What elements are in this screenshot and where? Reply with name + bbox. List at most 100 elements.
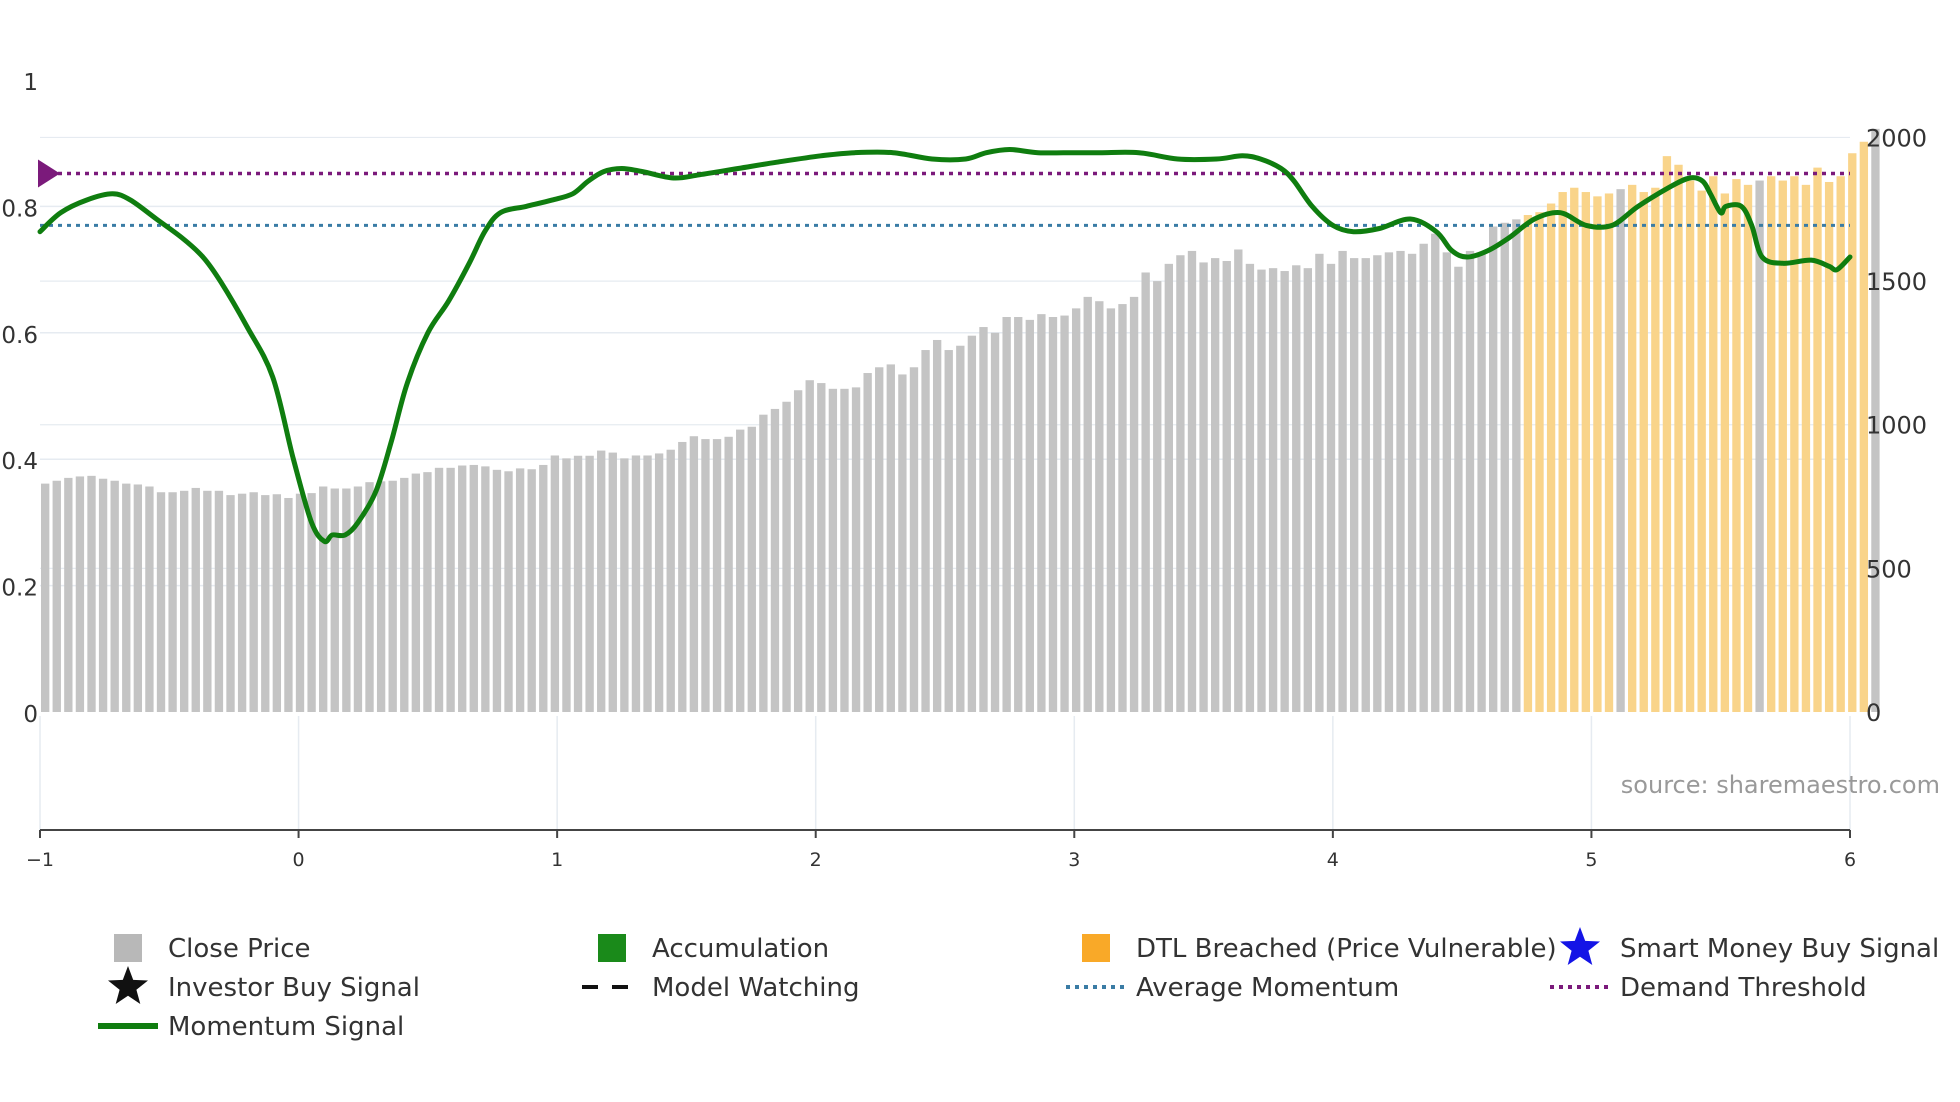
legend-label: Average Momentum [1136, 973, 1399, 1003]
close-price-bar [515, 468, 525, 712]
close-price-bar [52, 480, 61, 712]
x-tick-label: 2 [810, 849, 822, 871]
legend-star-icon [1560, 927, 1600, 965]
close-price-bar [1268, 268, 1278, 712]
close-price-bar [168, 492, 177, 712]
dtl-breached-bar [1651, 187, 1660, 713]
close-price-bar [1326, 263, 1336, 712]
close-price-bar [1060, 315, 1069, 712]
close-price-bar [932, 339, 942, 712]
right-tick-label: 500 [1866, 555, 1912, 583]
close-price-bar [1489, 226, 1498, 712]
dtl-breached-bar [1628, 184, 1637, 713]
close-price-bar [1014, 317, 1023, 712]
legend-label: Momentum Signal [168, 1012, 404, 1042]
close-price-bar [1234, 249, 1243, 713]
close-price-bar [481, 466, 490, 712]
dtl-breached-bar [1790, 176, 1799, 713]
legend-item: Close Price [114, 934, 311, 964]
x-tick-label: 4 [1327, 849, 1339, 871]
close-price-bar [921, 350, 930, 712]
close-price-bar [1025, 319, 1034, 712]
legend-item: Demand Threshold [1550, 973, 1867, 1003]
close-price-bar [886, 364, 895, 712]
legend-label: Close Price [168, 934, 311, 964]
close-price-bar [180, 490, 189, 712]
close-price-bar [122, 483, 131, 712]
legend-item: DTL Breached (Price Vulnerable) [1082, 934, 1557, 964]
close-price-bar [388, 480, 397, 712]
close-price-bar [909, 367, 919, 712]
close-price-bar [98, 478, 108, 712]
close-price-bar [805, 380, 814, 712]
close-price-bar [365, 482, 374, 712]
close-price-bar [689, 436, 699, 712]
close-price-bar [214, 490, 224, 712]
dtl-breached-bar [1824, 181, 1834, 713]
legend-label: Investor Buy Signal [168, 973, 420, 1003]
legend-label: Accumulation [652, 934, 829, 964]
close-price-bar [446, 467, 455, 712]
dtl-breached-bar [1720, 193, 1730, 713]
right-tick-label: 1500 [1866, 268, 1927, 296]
close-price-bar [1477, 253, 1486, 713]
dtl-breached-bar [1767, 176, 1776, 713]
close-price-bar [203, 490, 212, 712]
close-price-bar [736, 429, 745, 712]
close-price-bar [1164, 263, 1173, 712]
close-price-bar [1442, 252, 1452, 713]
close-price-bar [1210, 258, 1220, 712]
close-price-bar [782, 401, 791, 712]
close-price-bar [64, 477, 73, 712]
right-axis-ticks: 0 500 1000 1500 2000 [1866, 124, 1927, 727]
close-price-bar [492, 469, 502, 712]
close-price-bar [562, 458, 571, 712]
left-tick-label: 0.2 [1, 576, 38, 602]
close-price-bar [1129, 296, 1139, 712]
close-price-bar [1361, 258, 1370, 712]
close-price-bar [643, 455, 652, 712]
close-price-bar [1349, 258, 1359, 712]
close-price-bar [1755, 180, 1764, 713]
close-price-bar [145, 486, 154, 712]
close-price-bar [944, 350, 953, 712]
dtl-breached-bar [1801, 184, 1811, 713]
dtl-breached-bar [1743, 184, 1753, 713]
close-price-bars [41, 128, 1880, 713]
close-price-bar [1338, 250, 1347, 712]
close-price-bar [956, 345, 965, 712]
close-price-bar [272, 494, 282, 712]
dtl-breached-bar [1836, 176, 1845, 713]
close-price-bar [1187, 250, 1197, 712]
close-price-bar [1500, 222, 1509, 712]
close-price-bar [1071, 308, 1081, 712]
legend-swatch [114, 934, 142, 962]
legend-label: Model Watching [652, 973, 859, 1003]
close-price-bar [261, 495, 270, 712]
close-price-bar [550, 455, 560, 712]
close-price-bar [133, 484, 143, 712]
close-price-bar [41, 483, 50, 712]
close-price-bar [747, 426, 756, 712]
dtl-breached-bar [1523, 215, 1533, 712]
close-price-bar [156, 492, 166, 712]
dtl-breached-bar [1848, 153, 1857, 712]
legend-label: DTL Breached (Price Vulnerable) [1136, 934, 1557, 964]
legend-item: Momentum Signal [98, 1012, 404, 1042]
close-price-bar [585, 455, 594, 712]
x-tick-label: 5 [1585, 849, 1597, 871]
close-price-bar [400, 477, 409, 712]
close-price-bar [1002, 317, 1011, 712]
close-price-bar [1106, 308, 1116, 712]
left-tick-label: 0.8 [1, 196, 38, 222]
dtl-breached-bar [1813, 167, 1822, 712]
dtl-breached-bar [1697, 190, 1706, 713]
close-price-bar [376, 481, 386, 712]
close-price-bar [678, 441, 687, 712]
close-price-bar [1118, 304, 1127, 712]
dtl-breached-bar [1604, 193, 1614, 713]
close-price-bar [423, 472, 432, 712]
close-price-bar [411, 473, 421, 712]
close-price-bar [840, 388, 849, 712]
dtl-breached-bar [1535, 212, 1544, 712]
